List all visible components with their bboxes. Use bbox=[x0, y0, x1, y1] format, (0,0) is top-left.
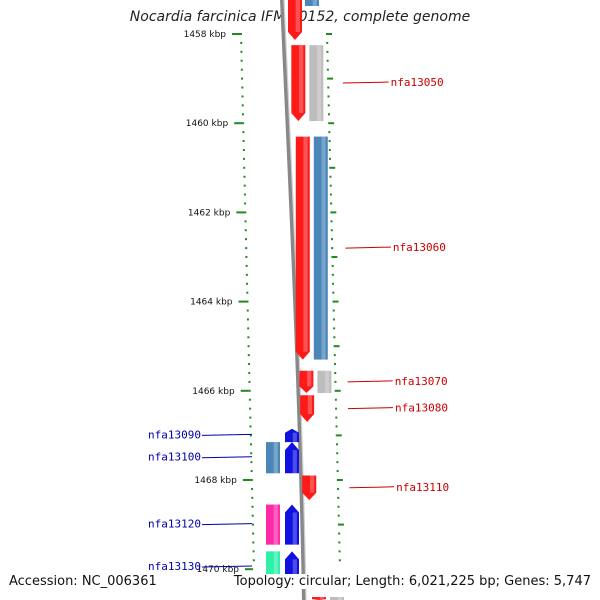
gene-leader-nfa13070 bbox=[347, 380, 393, 383]
genome-backbone bbox=[280, 0, 306, 600]
scale-tick-label: 1464 kbp bbox=[190, 298, 233, 308]
scale-tick-label: 1462 kbp bbox=[188, 208, 231, 218]
accession-text: Accession: NC_006361 bbox=[9, 574, 157, 589]
feature-bar-nfa13100 bbox=[266, 442, 280, 474]
gene-label-nfa13100: nfa13100 bbox=[148, 451, 201, 464]
gene-leader-nfa13100 bbox=[201, 456, 253, 459]
feature-bar-nfa13060 bbox=[313, 136, 328, 360]
gene-label-nfa13070: nfa13070 bbox=[395, 375, 448, 388]
scale-layer: 1458 kbp 1460 kbp 1462 kbp 1464 kbp 1466 kbp… bbox=[184, 30, 344, 575]
gene-arrow-nfa13050 bbox=[291, 45, 306, 121]
gene-leader-nfa13080 bbox=[348, 407, 394, 410]
gene-label-nfa13050: nfa13050 bbox=[391, 76, 444, 89]
gene-arrow-nfa13090 bbox=[285, 428, 299, 443]
gene-arrow-nfa13110 bbox=[302, 475, 317, 501]
gene-layer bbox=[266, 0, 344, 600]
gene-arrow-nfa13070-shine bbox=[307, 370, 312, 387]
scale-tick-label: 1458 kbp bbox=[184, 30, 227, 40]
gene-arrow-nfa13120 bbox=[285, 504, 299, 545]
gene-arrow-nfa13080-shine bbox=[307, 395, 313, 415]
scale-tick-label: 1470 kbp bbox=[197, 565, 240, 575]
gene-arrow-nfa13100 bbox=[285, 442, 299, 474]
feature-bar-nfa13120-shine bbox=[273, 504, 278, 545]
gene-arrow-nfa13130-shine bbox=[292, 559, 297, 583]
gene-arrow-nfa13110-shine bbox=[309, 475, 315, 493]
gene-arrow-nfa13060 bbox=[295, 136, 310, 360]
gene-leader-nfa13110 bbox=[349, 486, 395, 489]
gene-arrow-nfa13070 bbox=[299, 370, 314, 394]
gene-label-nfa13060: nfa13060 bbox=[393, 241, 446, 254]
gene-leader-nfa13090 bbox=[201, 433, 253, 436]
scale-tick-label: 1468 kbp bbox=[194, 476, 237, 486]
scale-tick-label: 1466 kbp bbox=[192, 387, 235, 397]
gene-feature-bar-partial-top-shine bbox=[312, 0, 317, 6]
gene-arrow-nfa13080 bbox=[300, 395, 315, 423]
gene-label-nfa13080: nfa13080 bbox=[395, 402, 448, 415]
feature-bar-nfa13050-shine bbox=[317, 45, 322, 121]
gene-leader-nfa13120 bbox=[201, 523, 253, 526]
gene-leader-nfa13060 bbox=[345, 246, 391, 249]
feature-bar-nfa13100-shine bbox=[273, 442, 278, 474]
gene-label-nfa13090: nfa13090 bbox=[148, 428, 201, 441]
feature-bar-nfa13060-shine bbox=[321, 136, 326, 360]
gene-arrow-nfa13060-shine bbox=[303, 136, 308, 352]
gene-feature-bar-partial-top bbox=[305, 0, 319, 6]
gene-label-nfa13130: nfa13130 bbox=[148, 560, 201, 573]
feature-bar-nfa13120 bbox=[266, 504, 280, 545]
gene-arrow-partial-bottom-shine bbox=[319, 597, 324, 600]
gene-arrow-nfa13100-shine bbox=[292, 450, 297, 474]
gene-leader-nfa13130 bbox=[201, 565, 253, 568]
label-layer: nfa13050 nfa13060 nfa13070 nfa13080 nfa13090… bbox=[148, 76, 449, 573]
gene-arrow-nfa13050-shine bbox=[299, 45, 304, 113]
gene-arrow-nfa13090-shine bbox=[292, 432, 297, 443]
gene-arrow-partial-bottom bbox=[312, 597, 326, 600]
gene-label-nfa13110: nfa13110 bbox=[396, 481, 449, 494]
feature-bar-partial-bottom bbox=[330, 597, 344, 600]
gene-leader-nfa13050 bbox=[342, 81, 389, 84]
gene-arrow-nfa13120-shine bbox=[292, 512, 297, 545]
gene-arrow-partial-top bbox=[288, 0, 302, 40]
feature-bar-nfa13050 bbox=[309, 45, 324, 121]
topology-text: Topology: circular; Length: 6,021,225 bp… bbox=[233, 574, 591, 589]
feature-bar-nfa13070-shine bbox=[325, 370, 330, 394]
scale-tick-label: 1460 kbp bbox=[186, 119, 229, 129]
gene-arrow-partial-top-shine bbox=[295, 0, 300, 32]
feature-bar-partial-bottom-shine bbox=[337, 597, 342, 600]
feature-bar-nfa13130-shine bbox=[273, 551, 278, 583]
gene-label-nfa13120: nfa13120 bbox=[148, 518, 201, 531]
feature-bar-nfa13070 bbox=[317, 370, 332, 394]
